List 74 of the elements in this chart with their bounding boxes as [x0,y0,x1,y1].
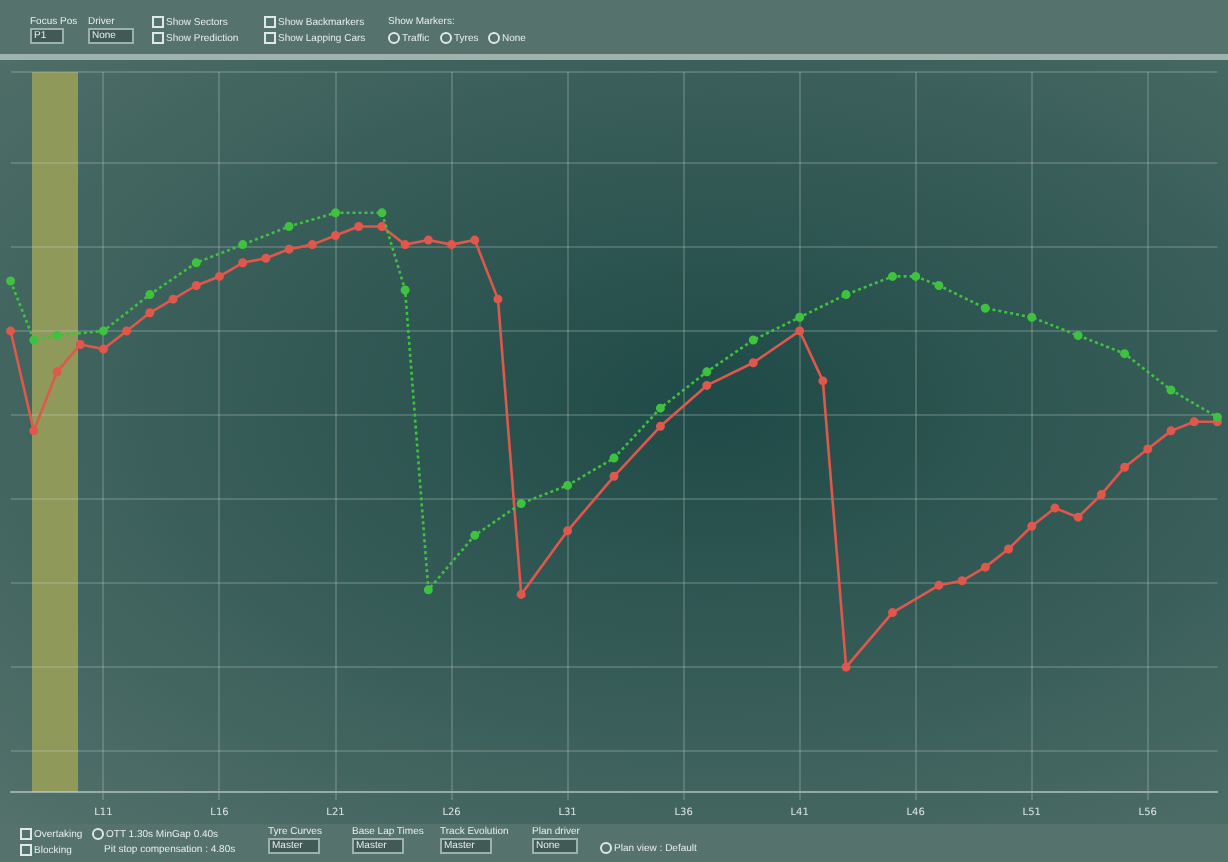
point [493,294,503,304]
point [354,221,364,231]
point [609,471,619,481]
point [331,231,341,241]
point [934,281,944,290]
point [6,326,16,336]
point [29,335,39,345]
point [1096,489,1106,499]
point [377,221,387,231]
point [1073,330,1083,340]
point [1027,521,1037,531]
point [655,403,665,413]
point [1120,462,1130,472]
point [887,271,897,281]
point [1073,512,1083,522]
point [748,358,758,368]
point [191,281,201,290]
point [423,585,433,595]
point [841,662,851,672]
point [377,208,387,218]
point [563,480,573,490]
point [1212,412,1222,422]
point [98,344,108,354]
point [75,340,85,350]
point [934,580,944,590]
point [1143,444,1153,454]
point [168,294,178,304]
point [957,576,967,586]
point [911,271,921,281]
point [423,235,433,245]
point [238,240,248,250]
point [191,258,201,268]
point [1050,503,1060,513]
point [748,335,758,345]
point [609,453,619,463]
point [841,290,851,300]
point [980,303,990,313]
point [52,367,62,377]
point [1004,544,1014,554]
point [887,608,897,618]
point [447,240,457,250]
point [400,240,410,250]
point [6,276,16,286]
point [1120,349,1130,359]
point [400,285,410,295]
point [980,562,990,572]
point [145,290,155,300]
point [145,308,155,318]
point [563,526,573,536]
point [52,330,62,340]
point [98,326,108,336]
point [1166,426,1176,436]
point [516,589,526,599]
point [1027,312,1037,322]
point [702,380,712,390]
point [307,240,317,250]
point [238,258,248,268]
point [655,421,665,431]
point [284,221,294,231]
point [1166,385,1176,395]
point [795,326,805,336]
point [1189,417,1199,427]
point [122,326,132,336]
point [818,376,828,386]
point [261,253,271,263]
point [702,367,712,377]
point [284,244,294,254]
point [470,530,480,540]
point [214,271,224,281]
point [331,208,341,218]
point [470,235,480,245]
point [516,499,526,509]
point [29,426,39,436]
point [795,312,805,322]
